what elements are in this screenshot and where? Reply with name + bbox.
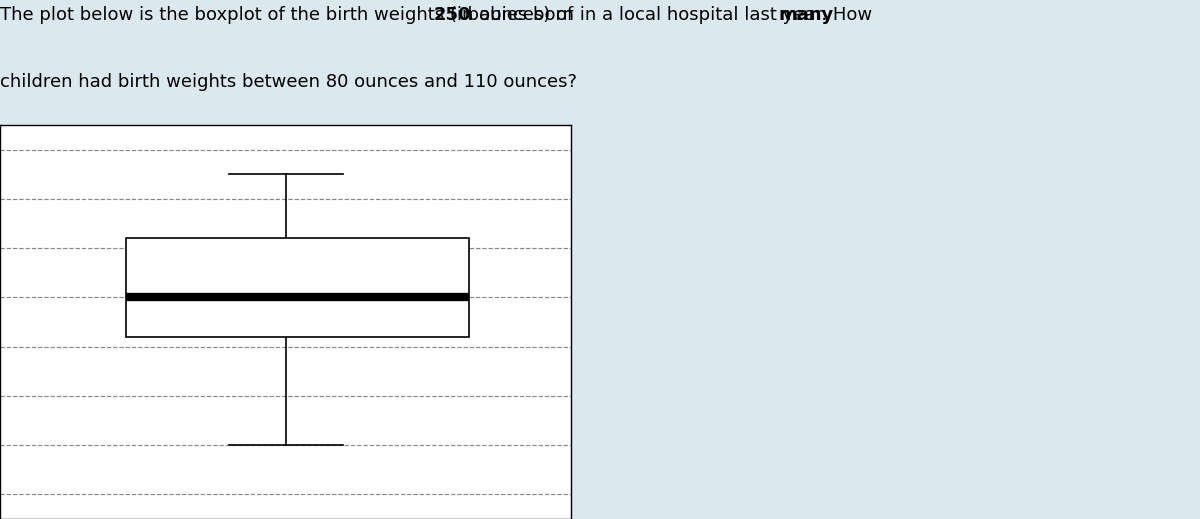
Text: children had birth weights between 80 ounces and 110 ounces?: children had birth weights between 80 ou… — [0, 73, 577, 91]
Text: 250: 250 — [433, 6, 472, 24]
Text: many: many — [779, 6, 834, 24]
Text: The plot below is the boxplot of the birth weights (in ounces) of: The plot below is the boxplot of the bir… — [0, 6, 580, 24]
Bar — [126, 238, 468, 337]
Text: babies born in a local hospital last year. How: babies born in a local hospital last yea… — [456, 6, 878, 24]
